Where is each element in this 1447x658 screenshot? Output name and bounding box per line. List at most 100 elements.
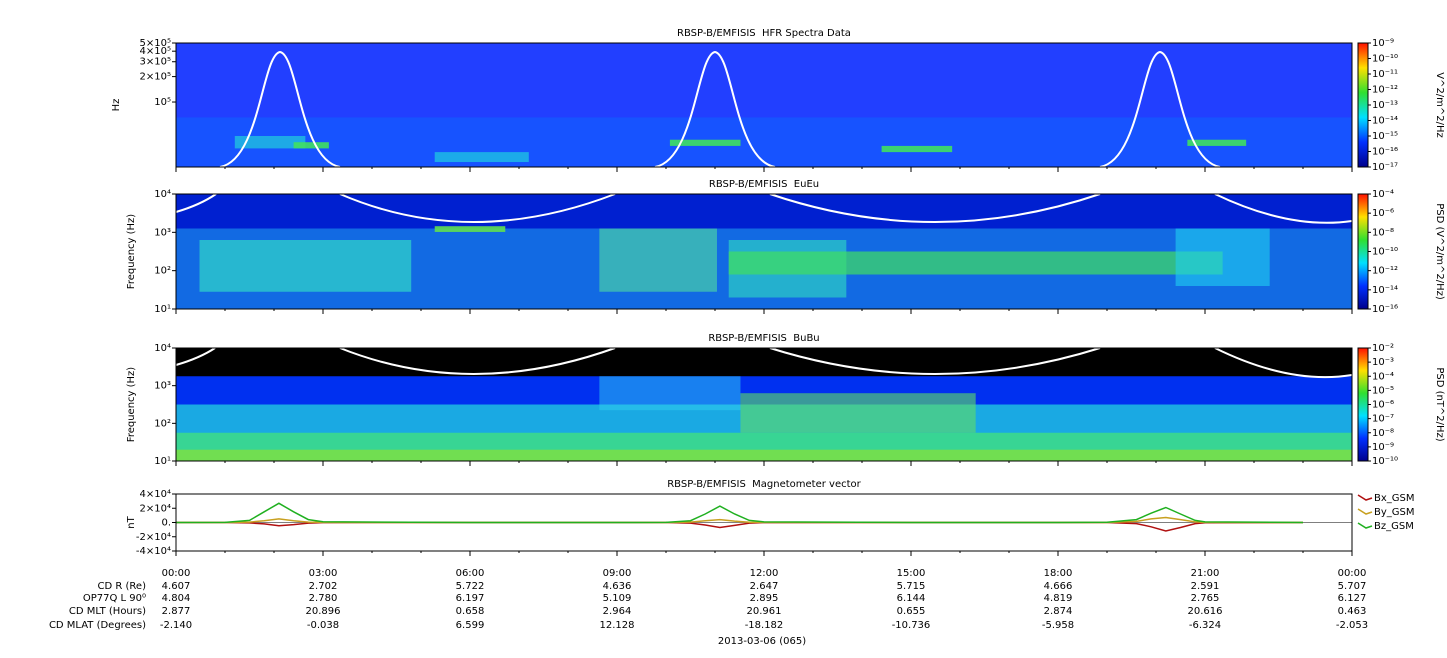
ephemeris-value: -0.038 — [307, 620, 339, 631]
ephemeris-value: 4.804 — [162, 593, 191, 604]
model-curve — [339, 347, 616, 375]
spectrogram-texture — [176, 449, 1352, 461]
y-axis-label: Frequency (Hz) — [126, 214, 137, 290]
colorbar-tick-label: 10⁻¹⁰ — [1372, 247, 1398, 258]
series-line — [175, 502, 1304, 524]
panel-title: RBSP-B/EMFISIS Magnetometer vector — [667, 479, 861, 490]
model-curve — [339, 193, 616, 223]
ephemeris-label: CD R (Re) — [98, 581, 147, 592]
spectrogram-texture — [881, 145, 953, 153]
spectrogram-texture — [599, 376, 741, 411]
y-tick-label: 4×10⁴ — [140, 489, 171, 500]
ephemeris-value: -2.053 — [1336, 620, 1368, 631]
colorbar-tick-label: 10⁻¹⁴ — [1372, 285, 1398, 296]
ephemeris-value: -2.140 — [160, 620, 192, 631]
y-axis-label: nT — [126, 515, 137, 528]
colorbar-tick-label: 10⁻¹⁰ — [1372, 456, 1398, 467]
colorbar — [1357, 347, 1369, 462]
colorbar-tick-label: 10⁻¹⁶ — [1372, 147, 1398, 158]
y-tick-label: 10³ — [154, 227, 171, 238]
colorbar-tick-label: 10⁻⁴ — [1372, 371, 1394, 382]
colorbar-tick-label: 10⁻² — [1372, 343, 1394, 354]
ephemeris-value: 2.647 — [750, 581, 779, 592]
spectrogram-texture — [434, 226, 506, 232]
colorbar-tick-label: 10⁻¹¹ — [1372, 69, 1398, 80]
colorbar-tick-label: 10⁻⁵ — [1372, 385, 1394, 396]
x-tick-label: 09:00 — [603, 568, 632, 579]
model-curve — [1214, 347, 1353, 379]
colorbar-label: V^2/m^2/Hz — [1434, 72, 1445, 138]
ephemeris-value: -10.736 — [892, 620, 931, 631]
colorbar-tick-label: 10⁻¹⁷ — [1372, 162, 1398, 173]
y-tick-label: -4×10⁴ — [136, 546, 171, 557]
y-tick-label: 2×10⁴ — [140, 503, 171, 514]
spectrogram-texture — [599, 228, 717, 292]
spectrogram-texture — [1187, 139, 1247, 146]
spectrogram-texture — [1175, 228, 1270, 286]
model-curve — [1099, 50, 1221, 168]
colorbar-tick-label: 10⁻⁶ — [1372, 400, 1394, 411]
y-tick-label: 5×10⁵ — [140, 38, 171, 49]
colorbar-tick-label: 10⁻⁶ — [1372, 208, 1394, 219]
ephemeris-value: 6.144 — [897, 593, 926, 604]
spectrogram-texture — [234, 136, 306, 149]
ephemeris-value: 5.109 — [603, 593, 632, 604]
colorbar-tick-label: 10⁻⁹ — [1372, 442, 1394, 453]
ephemeris-value: 4.607 — [162, 581, 191, 592]
model-curve — [769, 347, 1101, 375]
y-tick-label: 3×10⁵ — [140, 57, 171, 68]
ephemeris-value: 5.707 — [1338, 581, 1367, 592]
legend-label: By_GSM — [1374, 507, 1415, 518]
y-tick-label: -2×10⁴ — [136, 532, 171, 543]
spectrogram-texture — [728, 251, 1223, 275]
ephemeris-value: 5.722 — [456, 581, 485, 592]
y-tick-label: 10¹ — [154, 456, 171, 467]
colorbar-label: PSD (V^2/m^2/Hz) — [1434, 203, 1445, 300]
ephemeris-value: 4.636 — [603, 581, 632, 592]
panel-title: RBSP-B/EMFISIS EuEu — [709, 179, 819, 190]
ephemeris-value: 2.964 — [603, 606, 632, 617]
legend-swatch — [1357, 508, 1373, 515]
y-tick-label: 10⁴ — [154, 189, 171, 200]
ephemeris-value: 4.819 — [1044, 593, 1073, 604]
colorbar-tick-label: 10⁻¹⁴ — [1372, 116, 1398, 127]
model-curve — [175, 193, 217, 213]
colorbar-tick-label: 10⁻⁷ — [1372, 414, 1394, 425]
panel-title: RBSP-B/EMFISIS BuBu — [708, 333, 819, 344]
spectrogram-texture — [669, 139, 741, 146]
colorbar-tick-label: 10⁻¹² — [1372, 85, 1398, 96]
colorbar-tick-label: 10⁻⁸ — [1372, 227, 1394, 238]
ephemeris-label: OP77Q L 90⁰ — [83, 593, 146, 604]
colorbar-tick-label: 10⁻¹³ — [1372, 100, 1398, 111]
ephemeris-value: -18.182 — [745, 620, 784, 631]
ephemeris-value: 0.658 — [456, 606, 485, 617]
series-line — [176, 521, 1304, 532]
legend-label: Bx_GSM — [1374, 493, 1415, 504]
spectrogram-texture — [176, 117, 1352, 167]
colorbar-label: PSD (nT^2/Hz) — [1434, 367, 1445, 441]
spectrogram-texture — [293, 142, 329, 149]
y-tick-label: 0. — [161, 518, 171, 529]
x-tick-label: 00:00 — [162, 568, 191, 579]
legend-label: Bz_GSM — [1374, 521, 1414, 532]
panel-title: RBSP-B/EMFISIS HFR Spectra Data — [677, 28, 851, 39]
x-tick-label: 06:00 — [456, 568, 485, 579]
colorbar-tick-label: 10⁻¹⁶ — [1372, 304, 1398, 315]
colorbar-tick-label: 10⁻¹⁵ — [1372, 131, 1398, 142]
x-tick-label: 18:00 — [1044, 568, 1073, 579]
ephemeris-value: 6.599 — [456, 620, 485, 631]
y-tick-label: 4×10⁵ — [140, 46, 171, 57]
date-label: 2013-03-06 (065) — [718, 636, 806, 647]
ephemeris-value: 4.666 — [1044, 581, 1073, 592]
x-tick-label: 15:00 — [897, 568, 926, 579]
ephemeris-value: 2.702 — [309, 581, 338, 592]
x-tick-label: 12:00 — [750, 568, 779, 579]
ephemeris-value: -6.324 — [1189, 620, 1221, 631]
ephemeris-value: 6.197 — [456, 593, 485, 604]
colorbar — [1357, 193, 1369, 310]
spectrogram-texture — [740, 393, 976, 433]
ephemeris-value: 2.877 — [162, 606, 191, 617]
ephemeris-value: 20.896 — [306, 606, 341, 617]
ephemeris-value: 0.655 — [897, 606, 926, 617]
